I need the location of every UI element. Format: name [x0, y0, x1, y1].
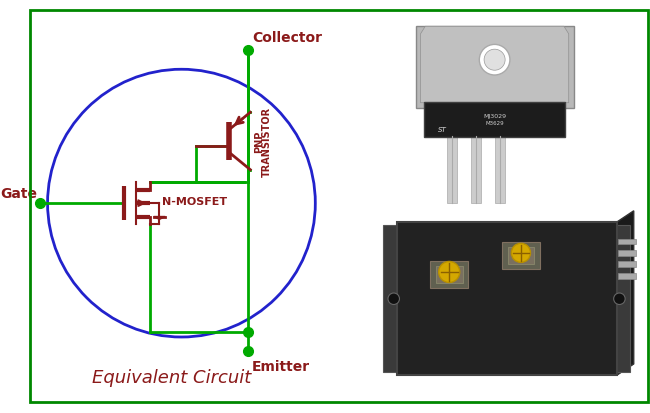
FancyBboxPatch shape	[618, 239, 636, 244]
Text: TRANSISTOR: TRANSISTOR	[262, 107, 272, 177]
FancyBboxPatch shape	[447, 137, 457, 204]
Text: M3629: M3629	[486, 121, 504, 126]
FancyBboxPatch shape	[609, 225, 630, 373]
Text: Equivalent Circuit: Equivalent Circuit	[92, 368, 252, 386]
FancyBboxPatch shape	[502, 243, 540, 269]
Circle shape	[388, 293, 400, 305]
Text: N-MOSFET: N-MOSFET	[162, 197, 228, 207]
Polygon shape	[617, 211, 634, 375]
Polygon shape	[396, 364, 634, 375]
Text: Collector: Collector	[252, 31, 322, 45]
FancyBboxPatch shape	[384, 225, 404, 373]
Text: Gate: Gate	[0, 187, 37, 201]
FancyBboxPatch shape	[508, 247, 534, 265]
FancyBboxPatch shape	[436, 267, 463, 284]
FancyBboxPatch shape	[618, 262, 636, 268]
Text: ST: ST	[438, 126, 447, 132]
Circle shape	[484, 50, 505, 71]
Circle shape	[614, 293, 625, 305]
FancyBboxPatch shape	[471, 137, 481, 204]
Text: Emitter: Emitter	[252, 359, 310, 373]
Polygon shape	[421, 27, 569, 104]
Text: PNP: PNP	[254, 131, 264, 153]
FancyBboxPatch shape	[430, 262, 468, 289]
Text: MJ3029: MJ3029	[483, 114, 506, 119]
FancyBboxPatch shape	[416, 27, 573, 108]
FancyBboxPatch shape	[396, 223, 617, 375]
FancyBboxPatch shape	[618, 250, 636, 256]
Polygon shape	[153, 217, 165, 220]
Circle shape	[439, 262, 460, 283]
Circle shape	[512, 244, 530, 263]
FancyBboxPatch shape	[424, 102, 565, 138]
Circle shape	[479, 45, 510, 76]
FancyBboxPatch shape	[495, 137, 504, 204]
FancyBboxPatch shape	[618, 273, 636, 279]
